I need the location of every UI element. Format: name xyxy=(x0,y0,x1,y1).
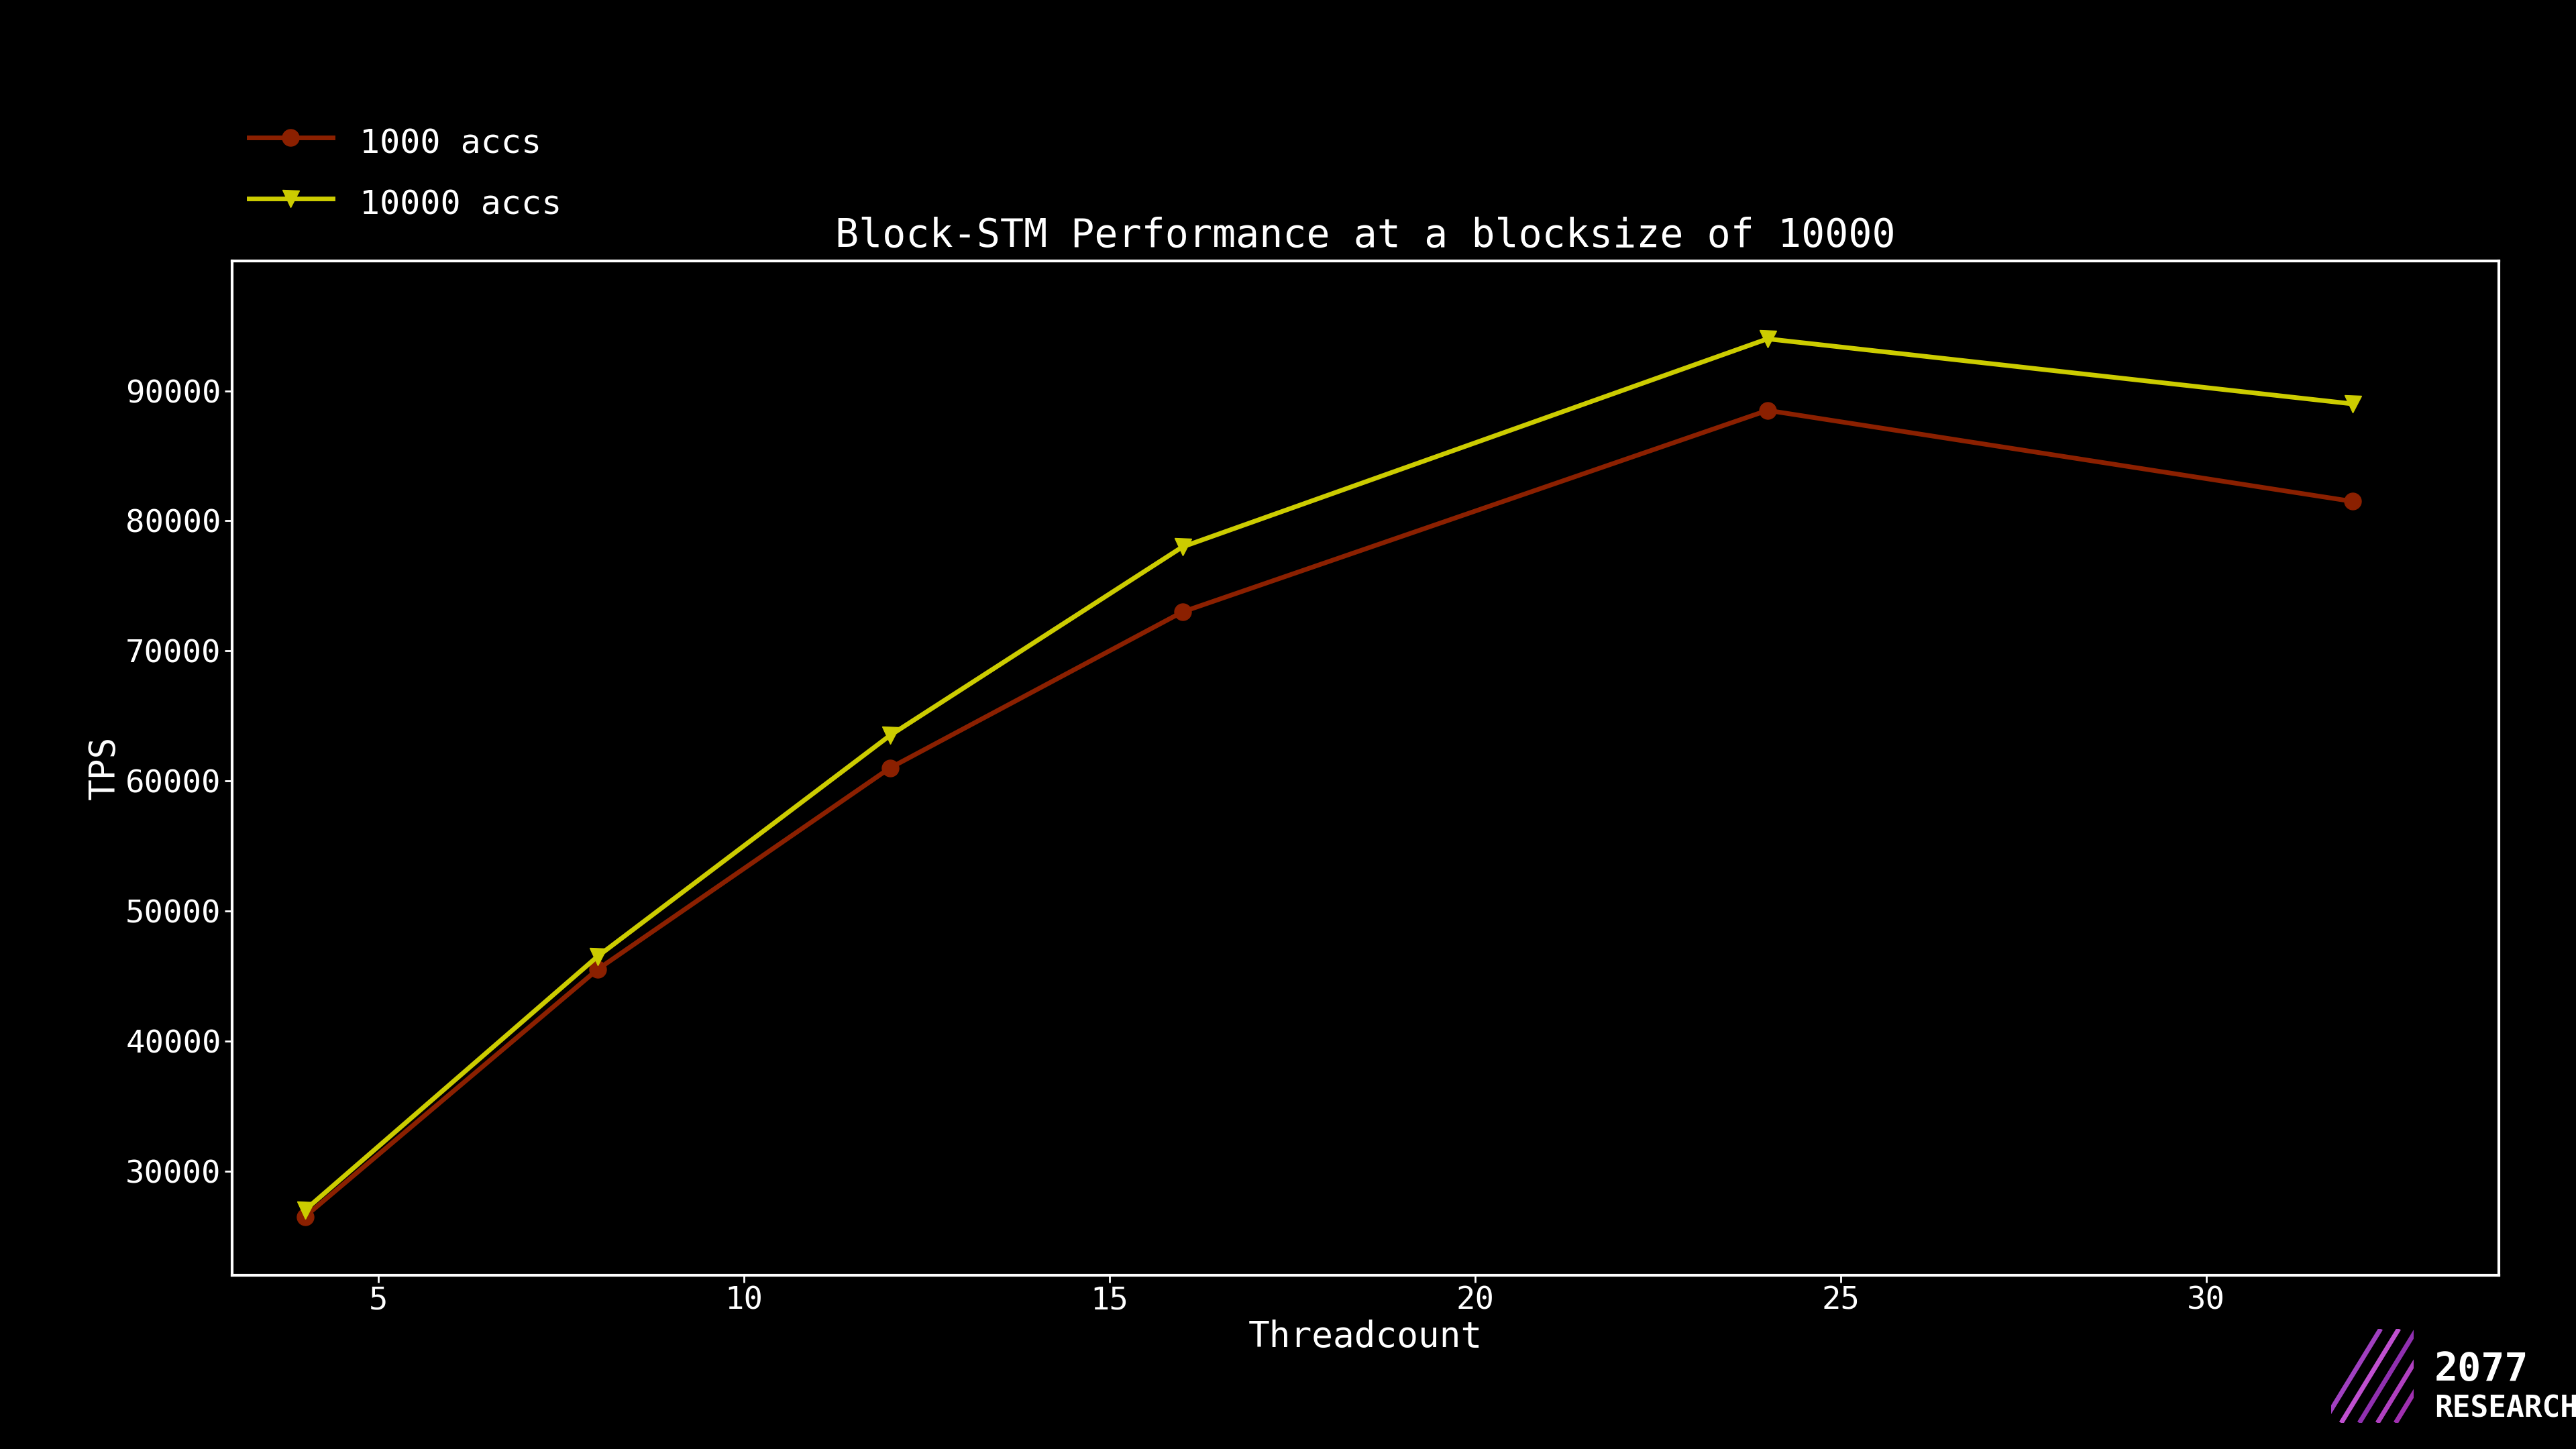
Line: 1000 accs: 1000 accs xyxy=(296,401,2360,1224)
10000 accs xyxy=(582,948,613,965)
X-axis label: Threadcount: Threadcount xyxy=(1249,1320,1481,1355)
Title: Block-STM Performance at a blocksize of 10000: Block-STM Performance at a blocksize of … xyxy=(835,217,1896,255)
10000 accs xyxy=(289,1201,319,1219)
Text: 2077: 2077 xyxy=(2434,1350,2530,1388)
10000 accs xyxy=(2336,396,2367,413)
Text: RESEARCH: RESEARCH xyxy=(2434,1394,2576,1423)
1000 accs xyxy=(289,1208,319,1226)
1000 accs xyxy=(2336,493,2367,510)
1000 accs xyxy=(1167,603,1198,620)
Y-axis label: TPS: TPS xyxy=(88,736,121,800)
10000 accs xyxy=(1752,330,1783,348)
1000 accs xyxy=(1752,401,1783,419)
10000 accs xyxy=(873,727,904,745)
Line: 10000 accs: 10000 accs xyxy=(296,330,2360,1219)
1000 accs xyxy=(873,759,904,777)
1000 accs xyxy=(582,961,613,978)
10000 accs xyxy=(1167,538,1198,555)
Legend: 1000 accs, 10000 accs: 1000 accs, 10000 accs xyxy=(250,122,562,223)
